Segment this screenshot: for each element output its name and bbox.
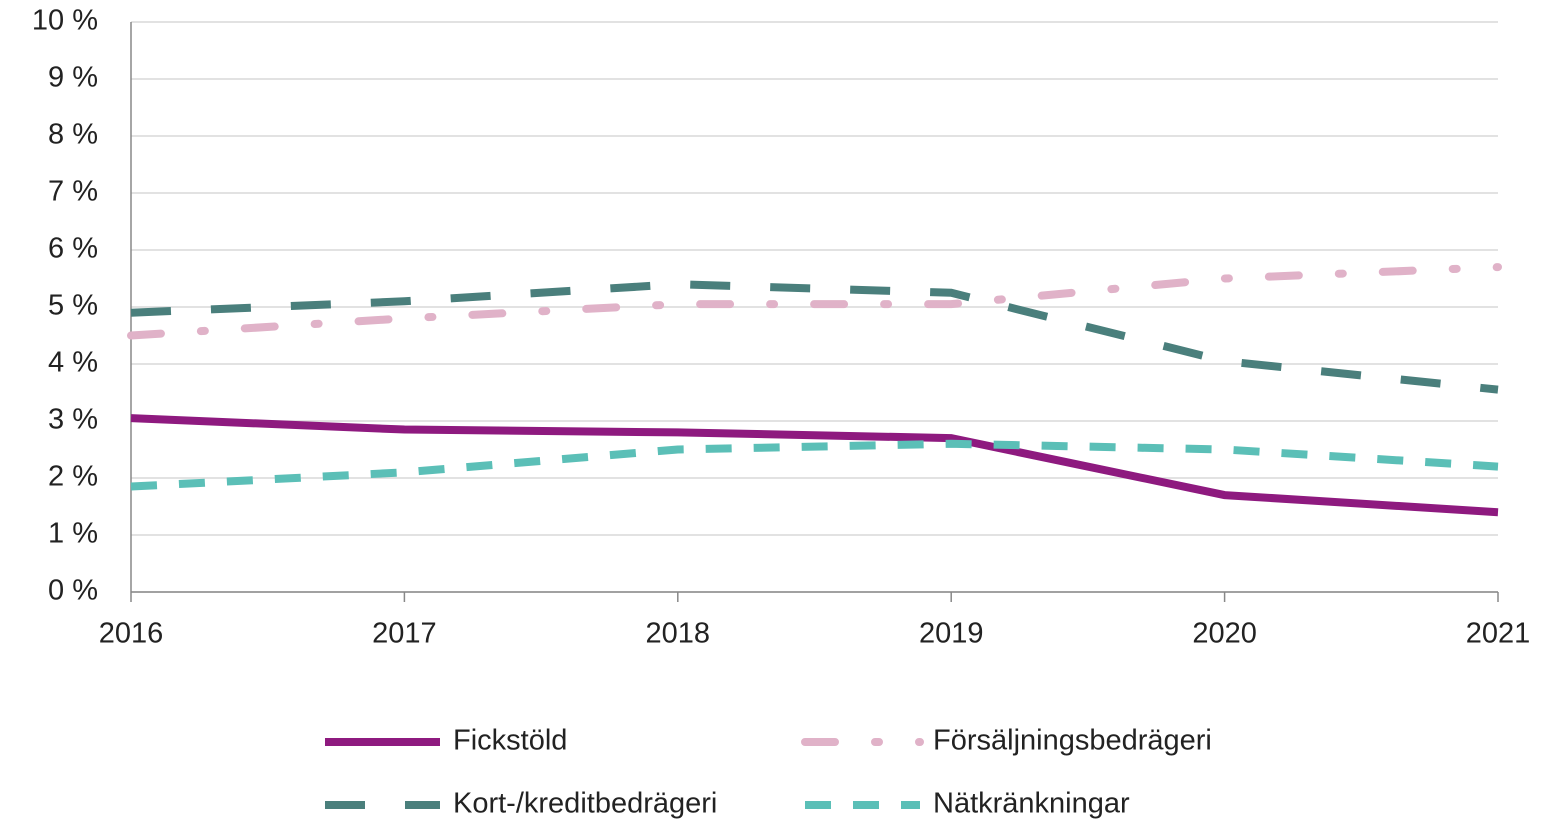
x-tick-label: 2017 bbox=[372, 618, 437, 650]
series-line bbox=[127, 263, 1502, 340]
x-tick-label: 2018 bbox=[646, 618, 711, 650]
series-line bbox=[130, 414, 1499, 517]
y-tick-label: 8 % bbox=[48, 119, 98, 151]
legend-label: Nätkränkningar bbox=[933, 788, 1130, 820]
y-tick-label: 6 % bbox=[48, 233, 98, 265]
y-tick-label: 10 % bbox=[32, 5, 98, 37]
legend-label: Försäljningsbedrägeri bbox=[933, 725, 1212, 757]
y-tick-label: 3 % bbox=[48, 404, 98, 436]
y-tick-label: 0 % bbox=[48, 575, 98, 607]
y-tick-label: 7 % bbox=[48, 176, 98, 208]
x-tick-label: 2019 bbox=[919, 618, 984, 650]
y-tick-label: 1 % bbox=[48, 518, 98, 550]
legend-label: Fickstöld bbox=[453, 725, 567, 757]
y-tick-label: 5 % bbox=[48, 290, 98, 322]
x-tick-label: 2020 bbox=[1192, 618, 1257, 650]
y-tick-label: 2 % bbox=[48, 461, 98, 493]
series-line bbox=[130, 439, 1499, 491]
series-line bbox=[130, 280, 1499, 394]
x-tick-label: 2021 bbox=[1466, 618, 1531, 650]
x-tick-label: 2016 bbox=[99, 618, 164, 650]
y-tick-label: 4 % bbox=[48, 347, 98, 379]
legend-label: Kort-/kreditbedrägeri bbox=[453, 788, 717, 820]
y-tick-label: 9 % bbox=[48, 62, 98, 94]
